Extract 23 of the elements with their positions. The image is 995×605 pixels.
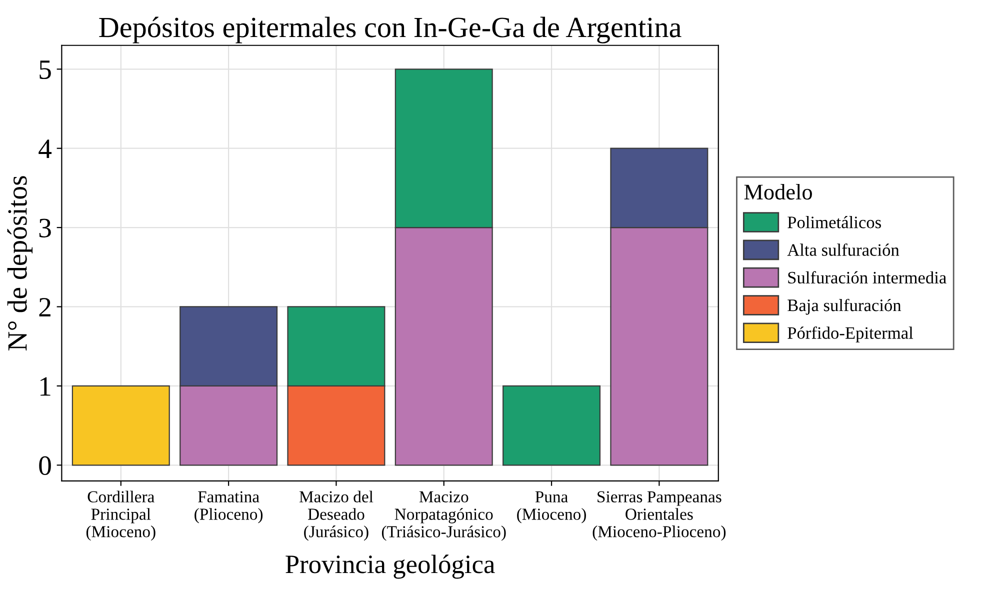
- legend-label: Polimetálicos: [788, 216, 881, 228]
- bar: [72, 385, 170, 466]
- y-axis-title: N° de depósitos: [7, 176, 33, 350]
- y-tick-label: 4: [38, 140, 52, 158]
- y-tick-label: 2: [39, 298, 50, 316]
- y-tick-label: 0: [39, 456, 51, 476]
- y-tick-label: 5: [40, 60, 51, 80]
- x-tick-label: Macizo del Deseado (Jurásico): [299, 490, 374, 541]
- x-tick-label: Sierras Pampeanas Orientales (Mioceno-Plioceno): [592, 491, 726, 541]
- chart-title: Depósitos epitermales con In-Ge-Ga de Argentina: [99, 16, 682, 44]
- bar: [502, 385, 601, 466]
- x-tick-label: Macizo Norpatagónico (Triásico-Jurásico): [382, 491, 506, 541]
- legend-label: Pórfido-Epitermal: [788, 326, 914, 342]
- legend-label: Baja sulfuración: [788, 298, 902, 315]
- legend-label: Alta sulfuración: [787, 244, 900, 256]
- y-tick-label: 3: [39, 218, 51, 238]
- x-tick-label: Puna (Mioceno): [517, 491, 586, 524]
- x-tick-label: Famatina (Plioceno): [194, 491, 263, 524]
- y-tick-label: 1: [40, 377, 50, 396]
- x-axis-title: Provincia geológica: [286, 554, 495, 579]
- legend-label: Sulfuración intermedia: [788, 271, 946, 284]
- x-tick-label: Cordillera Principal (Mioceno): [86, 490, 156, 541]
- legend-title: Modelo: [744, 184, 812, 200]
